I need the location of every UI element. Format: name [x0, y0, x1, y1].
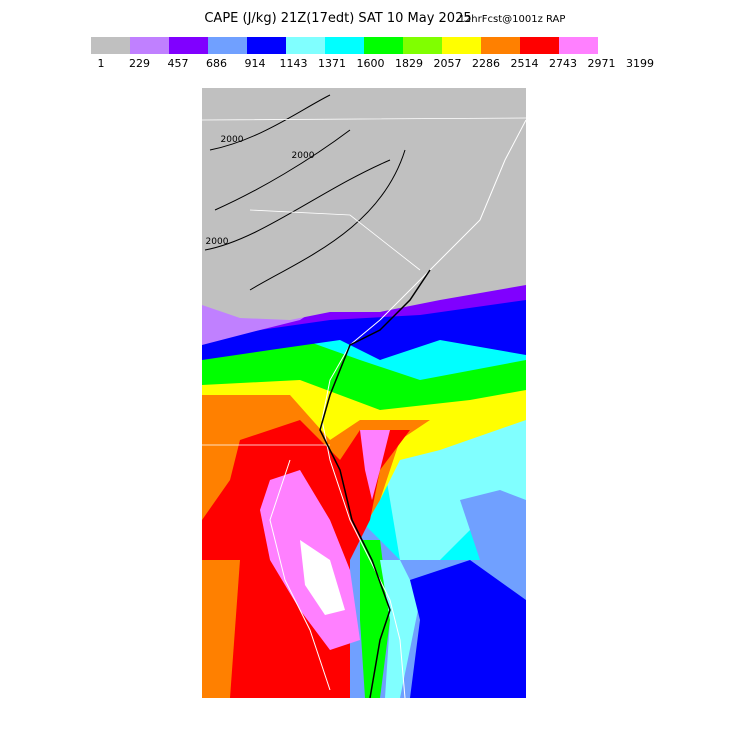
colorbar-label: 2971	[588, 57, 616, 70]
field	[202, 88, 526, 320]
field	[202, 560, 240, 698]
colorbar-swatch	[442, 37, 481, 54]
colorbar-swatch	[91, 37, 130, 54]
colorbar-label: 457	[168, 57, 189, 70]
colorbar-label: 229	[129, 57, 150, 70]
colorbar-swatch	[559, 37, 598, 54]
field	[360, 540, 390, 698]
colorbar-label: 3199	[626, 57, 654, 70]
colorbar-label: 2286	[472, 57, 500, 70]
colorbar-swatch	[520, 37, 559, 54]
colorbar-label: 1143	[280, 57, 308, 70]
colorbar-label: 2057	[434, 57, 462, 70]
contour-label: 2000	[221, 135, 244, 145]
colorbar-swatch	[130, 37, 169, 54]
colorbar-swatch	[286, 37, 325, 54]
contour-label: 2000	[292, 151, 315, 161]
colorbar-label: 2743	[549, 57, 577, 70]
coastline	[269, 119, 526, 698]
colorbar-swatch	[481, 37, 520, 54]
boundary	[202, 117, 526, 446]
contour-label: 2000	[206, 237, 229, 247]
front	[319, 269, 431, 698]
field	[360, 430, 390, 500]
contour	[204, 94, 406, 291]
colorbar: 1 229 457 686 914 1143 1371 1600 1829 2057 2286 251…	[91, 37, 654, 70]
colorbar-label: 1371	[318, 57, 346, 70]
colorbar-label: 686	[206, 57, 227, 70]
colorbar-label: 2514	[511, 57, 539, 70]
subtitle: 12hrFcst@1001z RAP	[459, 14, 566, 25]
colorbar-swatch	[403, 37, 442, 54]
map: 2000 2000 2000	[202, 88, 526, 698]
colorbar-label: 1600	[357, 57, 385, 70]
colorbar-swatch	[169, 37, 208, 54]
colorbar-swatch	[325, 37, 364, 54]
field	[460, 490, 526, 570]
colorbar-swatch	[247, 37, 286, 54]
colorbar-label: 914	[245, 57, 266, 70]
colorbar-swatch	[208, 37, 247, 54]
colorbar-label: 1829	[395, 57, 423, 70]
title: CAPE (J/kg) 21Z(17edt) SAT 10 May 2025	[204, 11, 471, 26]
colorbar-label: 1	[98, 57, 105, 70]
colorbar-swatch	[364, 37, 403, 54]
field	[300, 540, 345, 615]
field	[410, 560, 526, 698]
field	[380, 560, 420, 698]
